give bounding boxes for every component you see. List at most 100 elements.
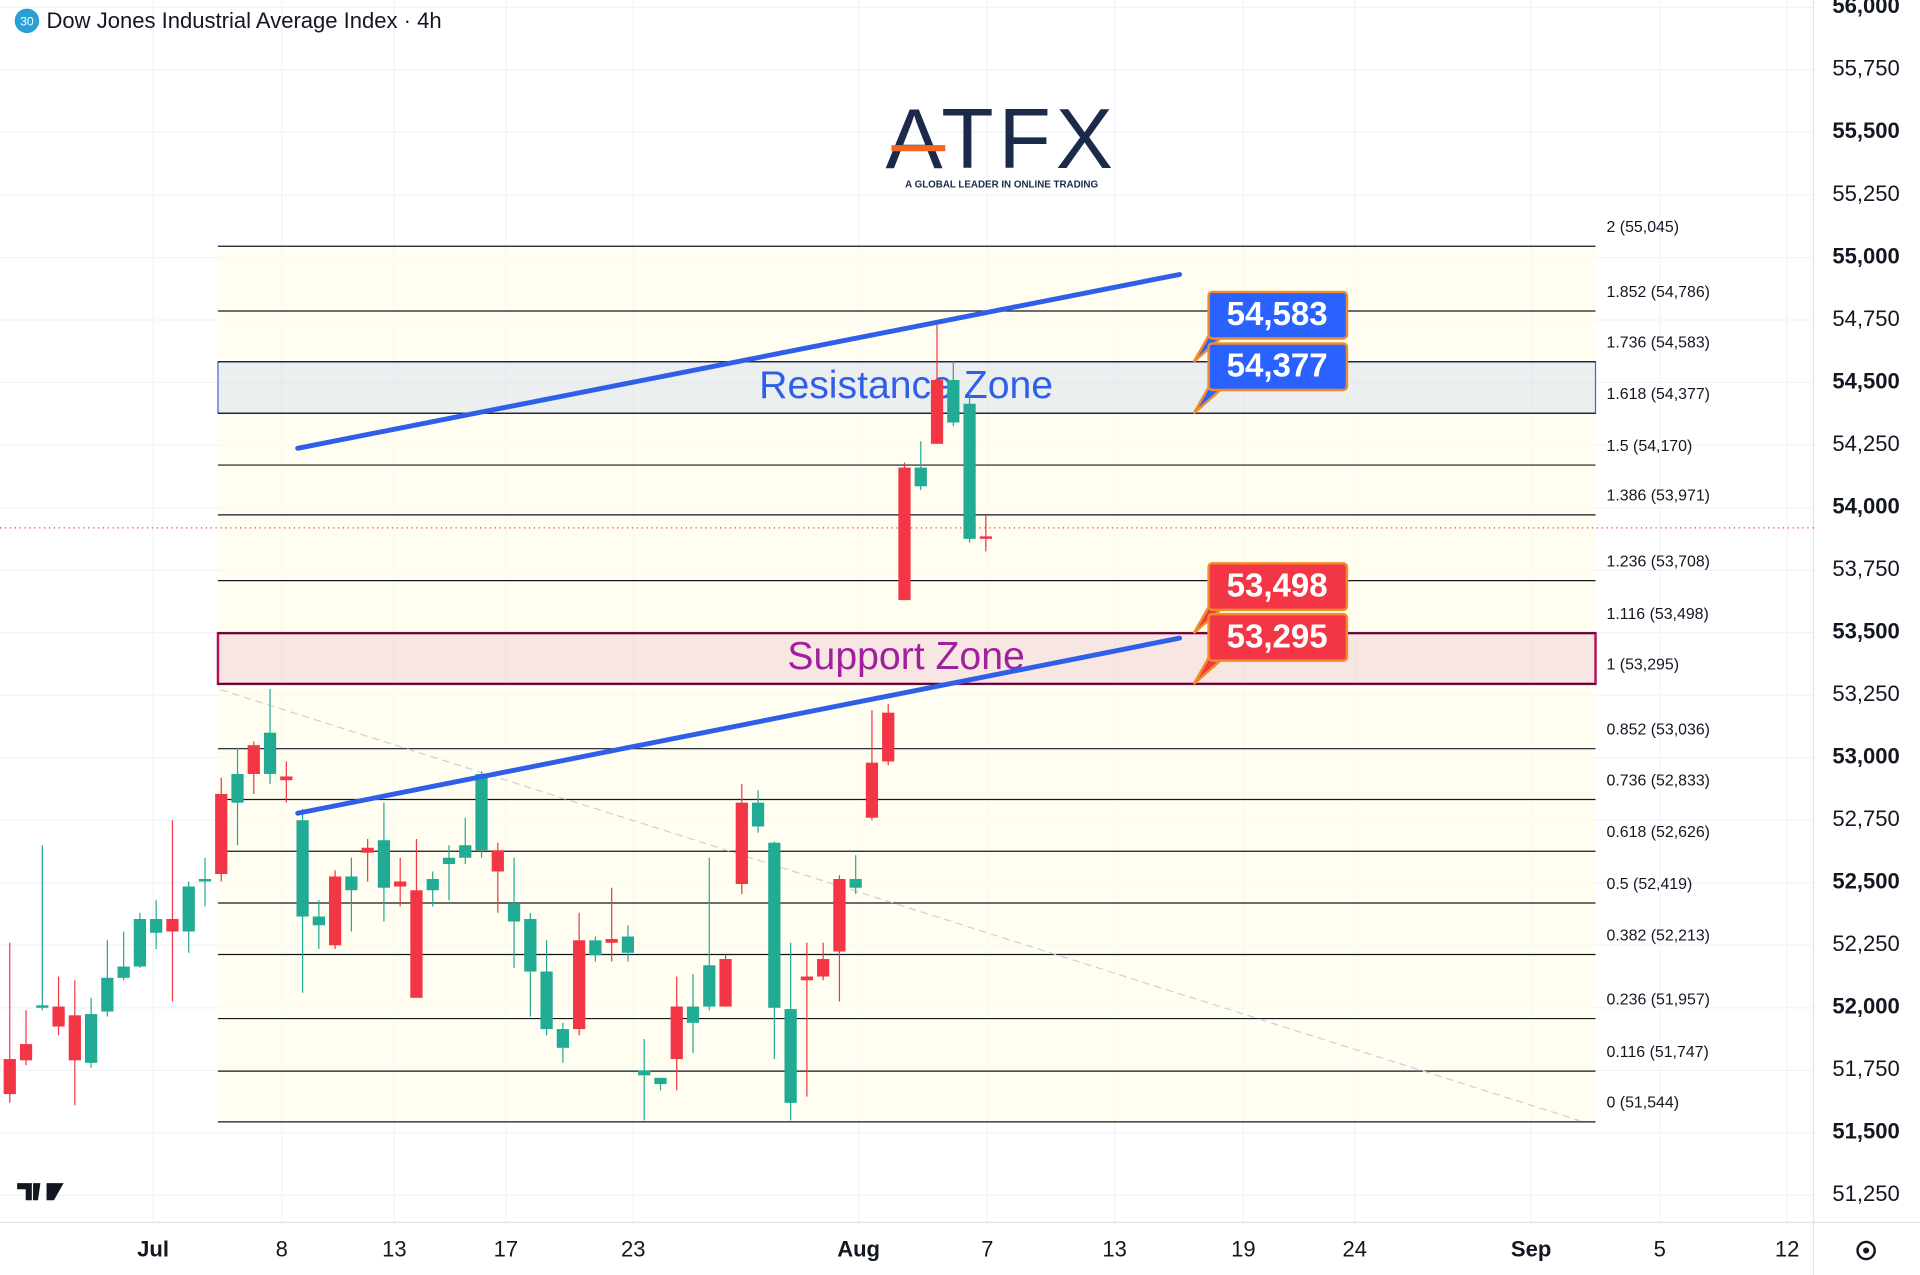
x-tick-label: Sep bbox=[1511, 1236, 1551, 1261]
price-label-box bbox=[1207, 290, 1349, 340]
candle-body bbox=[68, 1015, 81, 1061]
candle-body bbox=[963, 403, 976, 539]
y-tick-label: 52,250 bbox=[1832, 931, 1899, 956]
candle-body bbox=[247, 745, 260, 774]
fib-label: 0.236 (51,957) bbox=[1607, 991, 1710, 1008]
candle-body bbox=[263, 732, 277, 774]
x-tick-label: 8 bbox=[276, 1236, 288, 1261]
plot: 2 (55,045) 1.852 (54,786) 1.736 (54,583) 1.… bbox=[0, 219, 1814, 1123]
candle-body bbox=[573, 940, 586, 1030]
candle-body bbox=[833, 878, 846, 952]
y-tick-label: 52,000 bbox=[1832, 994, 1899, 1019]
candle-body bbox=[638, 1070, 651, 1076]
candle-body bbox=[394, 881, 407, 887]
candle-body bbox=[3, 1059, 16, 1095]
settings-ring[interactable] bbox=[1856, 1240, 1876, 1261]
candle-body bbox=[768, 842, 781, 1008]
candle-body bbox=[133, 919, 147, 967]
candle-body bbox=[507, 904, 521, 922]
candle-body bbox=[19, 1044, 33, 1061]
candle-body bbox=[898, 467, 911, 601]
candle-body bbox=[52, 1006, 65, 1027]
zone bbox=[217, 361, 1597, 414]
fib-label: 0.382 (52,213) bbox=[1607, 927, 1710, 944]
candle-body bbox=[377, 840, 391, 888]
fib-label: 1.736 (54,583) bbox=[1607, 335, 1710, 352]
y-tick-label: 55,250 bbox=[1832, 181, 1899, 206]
candle-body bbox=[459, 845, 472, 858]
x-tick-label: 12 bbox=[1775, 1236, 1800, 1261]
candle-body bbox=[101, 977, 114, 1012]
x-tick-label: Jul bbox=[137, 1236, 169, 1261]
price-label-box bbox=[1207, 342, 1349, 392]
candle-body bbox=[475, 773, 488, 851]
candle-body bbox=[345, 876, 358, 891]
candle-body bbox=[231, 773, 244, 803]
badge-text: 30 bbox=[20, 14, 34, 28]
y-tick-label: 51,750 bbox=[1832, 1056, 1899, 1081]
zone-label: Resistance Zone bbox=[759, 364, 1053, 407]
candle-body bbox=[686, 1006, 700, 1023]
y-tick-label: 53,750 bbox=[1832, 556, 1899, 581]
settings-dot[interactable] bbox=[1863, 1247, 1870, 1254]
fib-label: 1.386 (53,971) bbox=[1607, 488, 1710, 505]
logo-brand: ATFX bbox=[885, 91, 1117, 187]
settings-icon[interactable] bbox=[1856, 1240, 1876, 1261]
y-tick-label: 54,500 bbox=[1832, 368, 1899, 393]
price-label-box bbox=[1207, 612, 1349, 662]
fib-label: 1.618 (54,377) bbox=[1607, 386, 1710, 403]
candle-body bbox=[182, 886, 195, 932]
candle-body bbox=[117, 966, 130, 978]
candle-body bbox=[979, 536, 992, 539]
candle-body bbox=[719, 959, 732, 1007]
candle-body bbox=[36, 1005, 49, 1008]
candle-body bbox=[654, 1077, 667, 1085]
x-tick-label: 13 bbox=[382, 1236, 407, 1261]
y-tick-label: 54,250 bbox=[1832, 431, 1899, 456]
candle-body bbox=[426, 878, 439, 891]
tv-logo-mark bbox=[17, 1183, 64, 1201]
fib-label: 1.5 (54,170) bbox=[1607, 438, 1693, 455]
candle-body bbox=[947, 380, 960, 423]
candle-body bbox=[84, 1014, 98, 1063]
logo-tagline: A GLOBAL LEADER IN ONLINE TRADING bbox=[905, 179, 1098, 190]
candle-body bbox=[784, 1009, 797, 1103]
fib-label: 0.736 (52,833) bbox=[1607, 772, 1710, 789]
symbol-badge bbox=[14, 8, 40, 34]
fib-label: 1.236 (53,708) bbox=[1607, 553, 1710, 570]
x-tick-label: 19 bbox=[1231, 1236, 1256, 1261]
logo: ATFX A GLOBAL LEADER IN ONLINE TRADING bbox=[885, 91, 1117, 191]
y-tick-label: 54,750 bbox=[1832, 306, 1899, 331]
candle-body bbox=[312, 916, 325, 926]
x-tick-label: Aug bbox=[837, 1236, 880, 1261]
fib-label: 1.852 (54,786) bbox=[1607, 284, 1710, 301]
x-tick-label: 24 bbox=[1343, 1236, 1368, 1261]
candle-body bbox=[328, 876, 342, 946]
candle-body bbox=[410, 890, 423, 998]
fib-label: 0.618 (52,626) bbox=[1607, 824, 1710, 841]
zone-label: Support Zone bbox=[787, 635, 1024, 678]
x-tick-label: 5 bbox=[1654, 1236, 1666, 1261]
y-tick-label: 53,000 bbox=[1832, 744, 1899, 769]
candle-body bbox=[280, 776, 293, 781]
price-label-box bbox=[1207, 562, 1349, 612]
candle-body bbox=[166, 919, 179, 932]
candle-body bbox=[361, 847, 374, 853]
chart-title: Dow Jones Industrial Average Index · 4h bbox=[47, 8, 442, 33]
y-tick-label: 55,500 bbox=[1832, 118, 1899, 143]
trend-line bbox=[295, 635, 1183, 816]
candle-body bbox=[491, 850, 504, 872]
candle-body bbox=[800, 976, 814, 981]
tv-logo bbox=[17, 1183, 64, 1201]
candle-body bbox=[914, 467, 927, 487]
y-tick-label: 52,500 bbox=[1832, 869, 1899, 894]
price-label: 53,498 bbox=[1227, 568, 1328, 605]
candle-body bbox=[605, 939, 618, 943]
x-tick-label: 7 bbox=[981, 1236, 993, 1261]
candle-body bbox=[442, 857, 456, 864]
y-tick-label: 53,250 bbox=[1832, 681, 1899, 706]
fib-label: 0.5 (52,419) bbox=[1607, 876, 1693, 893]
candle-body bbox=[735, 802, 748, 884]
candle-body bbox=[817, 959, 830, 977]
